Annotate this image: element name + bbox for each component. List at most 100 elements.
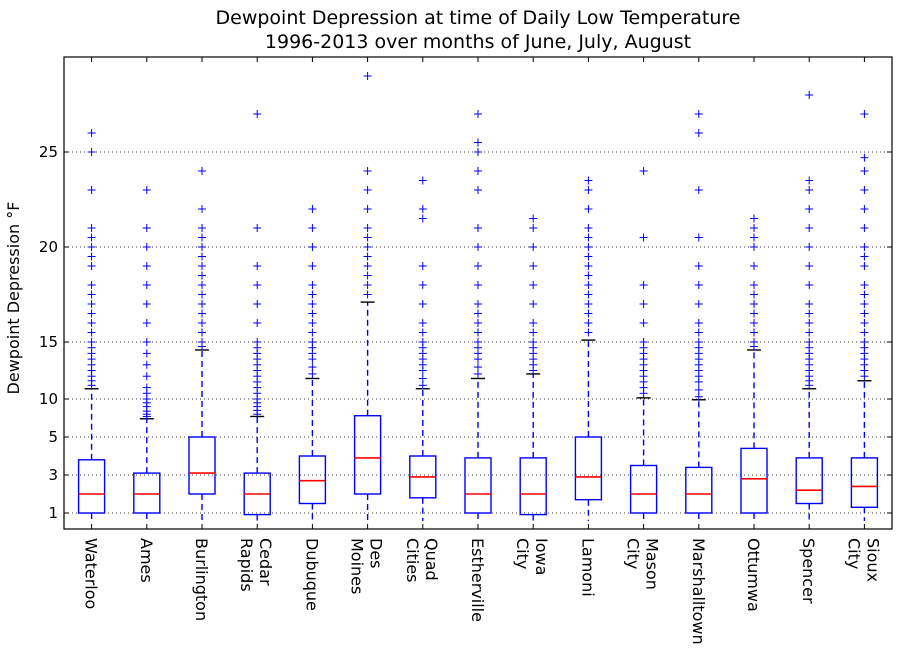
outlier-point — [860, 290, 869, 299]
outlier-point — [805, 319, 814, 327]
outlier-point — [87, 224, 96, 232]
plot-frame — [63, 56, 893, 530]
outlier-point — [474, 224, 482, 232]
outlier-point — [529, 281, 538, 289]
x-tick-label: Estherville — [468, 538, 487, 622]
outlier-point — [198, 328, 206, 337]
outlier-point — [805, 309, 814, 318]
outlier-point — [694, 110, 703, 118]
outlier-point — [363, 243, 372, 251]
outlier-point — [860, 309, 869, 318]
outlier-point — [474, 243, 482, 251]
outlier-point — [584, 281, 593, 289]
outlier-point — [142, 243, 151, 251]
outlier-point — [142, 224, 151, 232]
outlier-point — [418, 205, 427, 213]
x-tick-label: Waterloo — [82, 538, 101, 609]
outlier-point — [639, 281, 648, 289]
x-tick-label: Marshalltown — [689, 538, 708, 645]
outlier-point — [308, 300, 317, 308]
outlier-point — [694, 186, 703, 194]
outlier-point — [253, 281, 262, 289]
outlier-point — [308, 338, 317, 346]
outlier-point — [253, 338, 262, 346]
outlier-point — [142, 360, 151, 369]
outlier-point — [750, 262, 758, 270]
outlier-point — [363, 205, 372, 213]
box-iqr — [133, 472, 161, 514]
outlier-point — [750, 281, 758, 289]
outlier-point — [474, 309, 482, 318]
outlier-point — [805, 281, 814, 289]
outlier-point — [805, 262, 814, 270]
x-tick-labels: Waterloo Ames Burlington CedarRapids Dubuque… — [82, 538, 883, 645]
outlier-point — [253, 224, 262, 232]
x-tick-label: Burlington — [192, 538, 211, 621]
outlier-point — [860, 252, 869, 261]
outlier-point — [142, 319, 151, 327]
outlier-point — [805, 205, 814, 213]
outlier-point — [308, 224, 317, 232]
box-iqr — [298, 455, 327, 505]
outlier-point — [860, 243, 869, 251]
outlier-point — [584, 290, 593, 299]
y-tick-label: 1 — [48, 504, 58, 522]
outlier-point — [363, 167, 372, 175]
outlier-point — [529, 243, 538, 251]
outlier-point — [87, 328, 96, 337]
outlier-point — [308, 262, 317, 270]
outlier-point — [750, 319, 758, 327]
outlier-point — [584, 186, 593, 194]
outlier-point — [198, 271, 206, 280]
y-tick-label: 10 — [39, 390, 58, 408]
outlier-point — [474, 300, 482, 308]
outlier-point — [142, 383, 151, 392]
outlier-point — [860, 300, 869, 308]
y-tick-label: 15 — [39, 333, 58, 351]
outlier-point — [805, 224, 814, 232]
outlier-point — [308, 363, 317, 372]
outlier-point — [584, 319, 593, 327]
outlier-point — [87, 300, 96, 308]
x-tick-label: Spencer — [799, 538, 818, 604]
outlier-point — [87, 319, 96, 327]
outlier-point — [860, 110, 869, 118]
outlier-point — [694, 129, 703, 137]
outlier-point — [87, 148, 96, 156]
outlier-point — [750, 338, 758, 346]
outlier-point — [418, 176, 427, 185]
outlier-point — [253, 110, 262, 118]
outlier-point — [418, 214, 427, 223]
box-iqr — [353, 415, 382, 495]
outlier-point — [584, 176, 593, 185]
box-iqr — [519, 457, 547, 516]
outlier-point — [474, 281, 482, 289]
box-iqr — [464, 457, 492, 514]
outlier-point — [198, 205, 206, 213]
outlier-point — [198, 252, 206, 261]
outlier-point — [584, 328, 593, 337]
outlier-point — [639, 300, 648, 308]
outlier-point — [529, 214, 538, 223]
outlier-point — [142, 281, 151, 289]
outlier-point — [639, 319, 648, 327]
outlier-point — [584, 309, 593, 318]
outlier-point — [860, 224, 869, 232]
outlier-point — [198, 167, 206, 175]
outlier-point — [694, 300, 703, 308]
boxes — [77, 301, 879, 521]
outlier-point — [694, 392, 703, 401]
outlier-point — [860, 186, 869, 194]
outlier-point — [474, 319, 482, 327]
outlier-point — [694, 233, 703, 242]
outlier-point — [198, 233, 206, 242]
outlier-point — [198, 262, 206, 270]
outlier-point — [529, 262, 538, 270]
outlier-point — [584, 271, 593, 280]
outlier-point — [860, 281, 869, 289]
outlier-point — [529, 338, 538, 346]
outlier-point — [418, 281, 427, 289]
outlier-point — [87, 290, 96, 299]
outlier-point — [418, 328, 427, 337]
outlier-point — [584, 243, 593, 251]
